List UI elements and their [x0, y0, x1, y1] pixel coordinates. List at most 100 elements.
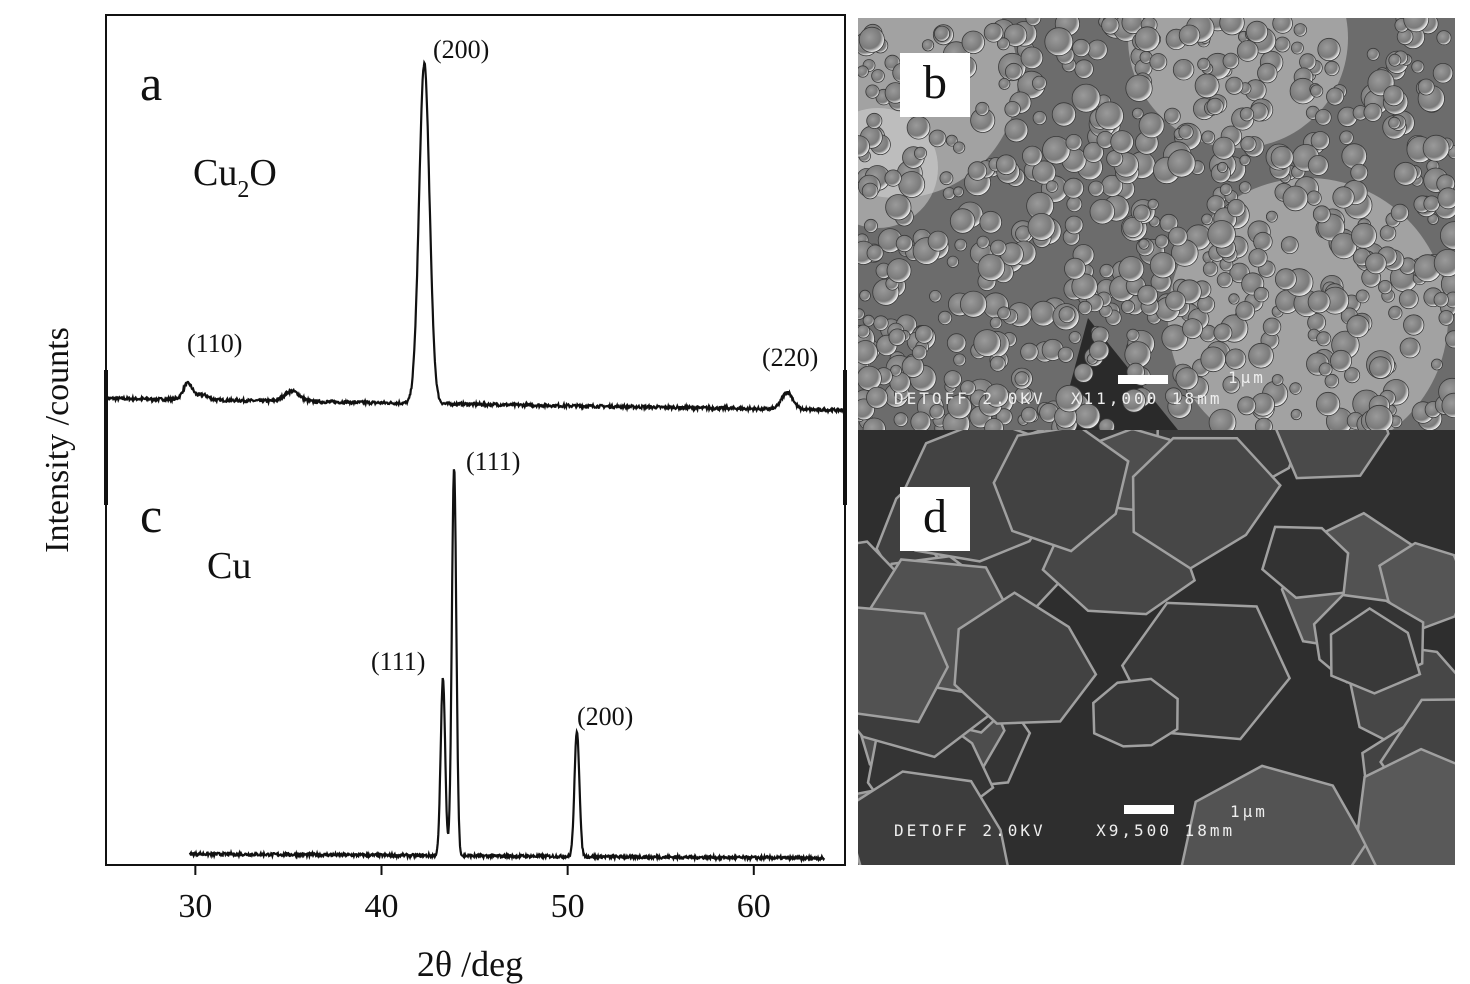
grain: [1126, 328, 1140, 342]
grain: [1122, 216, 1144, 238]
grain: [1020, 406, 1038, 424]
grain: [1088, 180, 1105, 197]
grain: [1253, 231, 1273, 252]
grain: [1027, 212, 1056, 241]
grain: [929, 404, 945, 420]
scale-bar-b: [1118, 375, 1168, 384]
grain: [884, 169, 902, 187]
grain: [866, 386, 889, 409]
grain: [1182, 318, 1203, 340]
grain: [1216, 161, 1228, 173]
grain: [858, 308, 865, 320]
grain: [1213, 323, 1233, 343]
grain: [1032, 111, 1047, 126]
sem-grains-b: [858, 18, 1455, 430]
grain: [1255, 417, 1273, 430]
grain: [929, 290, 942, 303]
grain: [996, 37, 1010, 51]
cu2o-label: Cu2O: [193, 152, 277, 203]
grain: [1344, 367, 1361, 384]
grain: [1310, 131, 1330, 151]
grain: [1239, 154, 1251, 166]
grain: [1324, 373, 1340, 389]
grain: [1227, 199, 1246, 218]
scale-label-b: 1µm: [1228, 368, 1266, 387]
grain: [1219, 18, 1245, 36]
grain: [1172, 59, 1195, 81]
grain: [947, 394, 972, 420]
grain: [1138, 112, 1165, 139]
grain: [1194, 73, 1220, 99]
grain: [1257, 62, 1278, 84]
grain: [1310, 84, 1324, 98]
grain: [895, 234, 914, 253]
grain: [1282, 185, 1309, 212]
grain: [1239, 107, 1254, 122]
grain: [886, 258, 912, 284]
grain: [1044, 27, 1074, 57]
crystal: [1329, 607, 1422, 695]
grain: [937, 310, 953, 325]
series-a-trace: [104, 59, 846, 415]
grain: [939, 171, 954, 186]
grain: [1403, 314, 1425, 336]
grain: [976, 235, 990, 249]
grain: [1339, 130, 1354, 145]
grain: [859, 289, 871, 302]
grain: [861, 182, 879, 200]
grain: [961, 30, 986, 54]
grain: [1274, 268, 1297, 291]
grain: [1228, 293, 1240, 305]
grain: [1363, 103, 1383, 122]
grain: [858, 324, 871, 339]
grain: [1314, 109, 1332, 126]
peak-label-c-111-left: (111): [371, 647, 425, 676]
grain: [1219, 183, 1233, 196]
grain: [893, 412, 909, 427]
grain: [1030, 300, 1057, 327]
grain: [862, 314, 875, 327]
series-c-trace: [188, 469, 826, 864]
grain: [1089, 340, 1110, 361]
grain: [1051, 102, 1076, 127]
grain: [1248, 248, 1268, 268]
crystal: [1131, 436, 1282, 570]
grain: [1393, 161, 1418, 186]
grain: [1366, 47, 1380, 61]
grain: [1280, 236, 1299, 255]
grain: [1293, 23, 1308, 37]
grain: [1032, 160, 1057, 185]
grain: [1138, 238, 1150, 250]
grain: [1433, 249, 1455, 277]
grain: [1346, 314, 1370, 338]
grain: [1120, 299, 1135, 314]
grain: [1055, 384, 1084, 413]
grain: [1154, 234, 1169, 249]
peak-label-a-110: (110): [187, 329, 242, 358]
grain: [1329, 349, 1352, 372]
grain: [995, 154, 1017, 176]
grain: [990, 239, 1007, 257]
scale-label-d: 1µm: [1230, 802, 1268, 821]
grain: [953, 141, 966, 154]
sem-info-b: DETOFF 2.0KV X11,000 18mm: [894, 389, 1223, 408]
grain: [1149, 53, 1168, 71]
grain: [1350, 163, 1369, 182]
grain: [1118, 256, 1145, 282]
grain: [1274, 36, 1291, 53]
grain: [1064, 215, 1084, 235]
y-axis-label: Intensity /counts: [39, 327, 76, 553]
grain: [1098, 418, 1115, 430]
x-tick-label: 50: [551, 888, 585, 925]
grain: [1063, 177, 1085, 199]
grain: [910, 411, 932, 430]
grain: [1312, 205, 1331, 224]
plot-frame: [105, 14, 846, 866]
grain: [1417, 78, 1435, 96]
grain: [1431, 358, 1443, 371]
panel-label-c: c: [140, 487, 162, 543]
grain: [1167, 149, 1196, 178]
grain: [989, 355, 1006, 372]
grain: [984, 383, 1009, 408]
